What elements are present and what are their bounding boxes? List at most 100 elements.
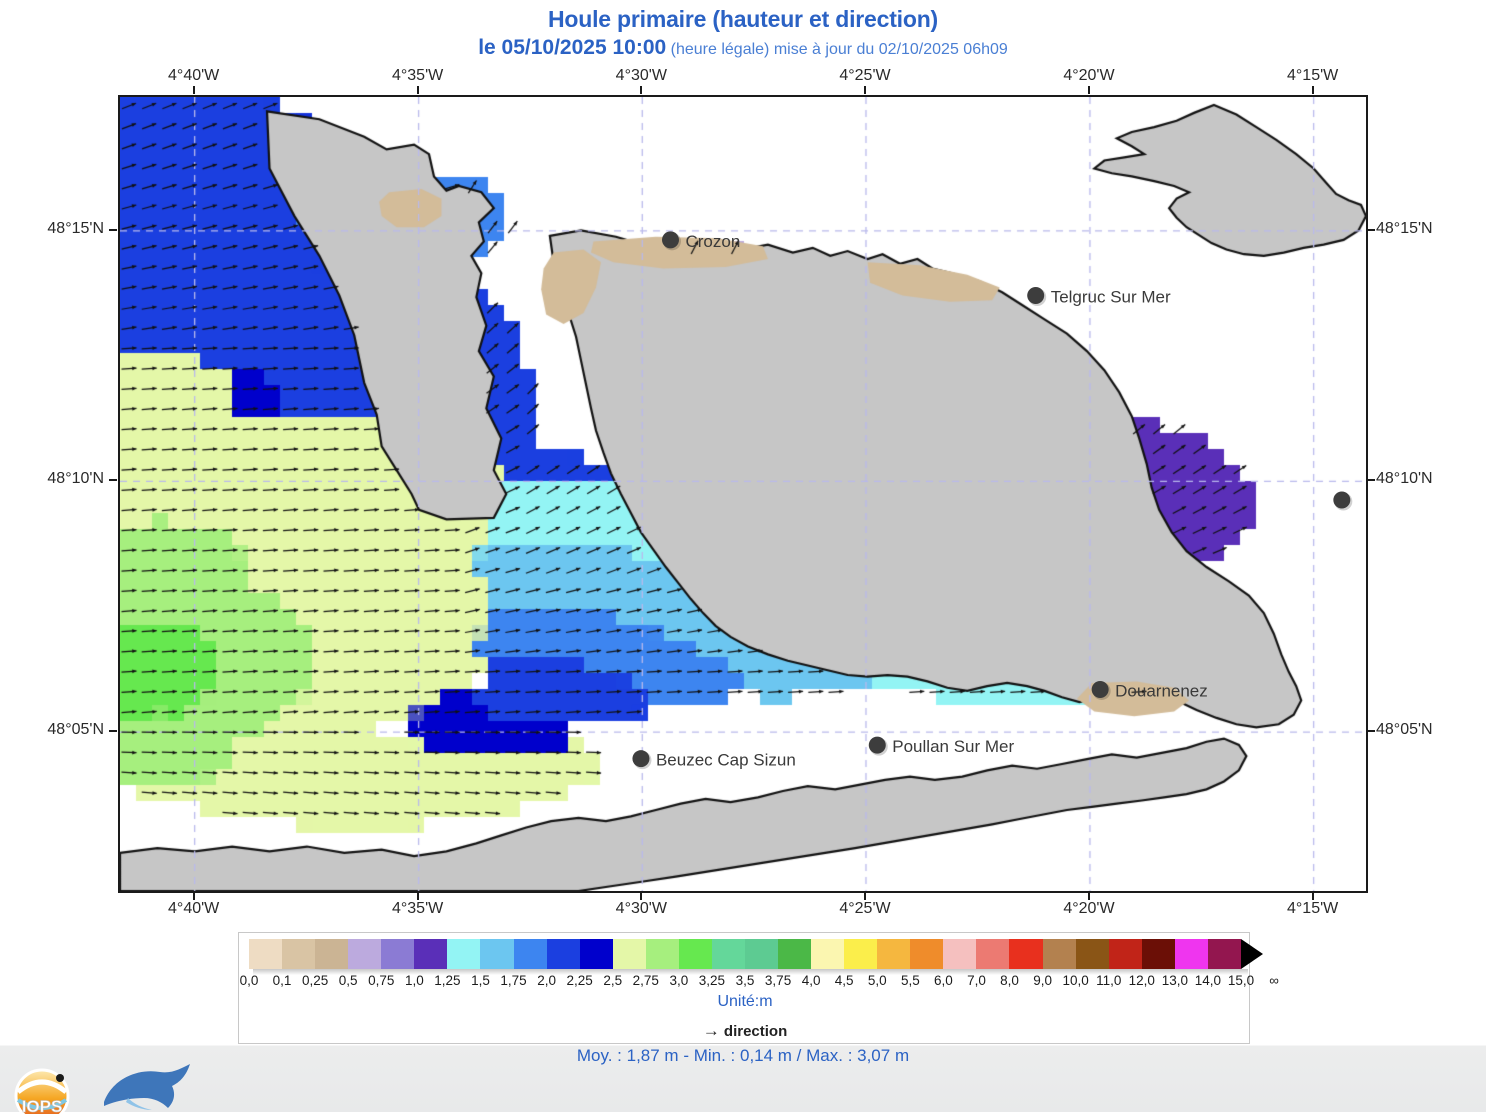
iops-logo-icon: IOPS <box>14 1068 70 1114</box>
colorbar-tick: 6,0 <box>934 973 953 988</box>
chart-subtitle: le 05/10/2025 10:00 (heure légale) mise … <box>0 36 1486 60</box>
map-place-marker[interactable]: Crozon <box>661 231 740 251</box>
colorbar-tick: 11,0 <box>1096 973 1122 988</box>
colorbar-swatch <box>1042 939 1076 969</box>
colorbar-swatch <box>811 939 845 969</box>
chart-header: Houle primaire (hauteur et direction) le… <box>0 0 1486 60</box>
x-axis-label: 4°30'W <box>615 67 667 84</box>
statistics-summary: Moy. : 1,87 m - Min. : 0,14 m / Max. : 3… <box>576 1046 910 1065</box>
colorbar-tick: 12,0 <box>1128 973 1155 988</box>
map-place-marker[interactable]: Douarnenez <box>1091 680 1208 701</box>
colorbar-tick: 2,75 <box>632 973 659 988</box>
colorbar-swatch <box>1108 939 1142 969</box>
axis-tick <box>1311 892 1314 900</box>
x-axis-label: 4°35'W <box>391 67 444 84</box>
colorbar-tick: 10,0 <box>1062 973 1089 988</box>
x-axis-label: 4°20'W <box>1063 900 1115 917</box>
map-place-marker[interactable] <box>1333 491 1353 511</box>
colorbar-tick: 0,0 <box>239 973 259 988</box>
colorbar-tick: 14,0 <box>1194 973 1222 988</box>
direction-legend: → direction <box>239 1021 1251 1041</box>
colorbar-shadow <box>253 969 1248 975</box>
colorbar-tick: 4,5 <box>834 973 854 988</box>
direction-arrow-icon: → <box>702 1021 720 1040</box>
logo-strip: IOPS <box>0 1060 1486 1114</box>
colorbar-tick: 2,25 <box>566 973 593 988</box>
colorbar-swatch <box>778 939 812 969</box>
axis-tick <box>192 892 195 900</box>
colorbar-swatch <box>976 939 1010 969</box>
x-axis-label: 4°30'W <box>615 900 667 917</box>
colorbar-tick: 0,5 <box>338 973 358 988</box>
map-plot-area[interactable]: Crozon Telgruc Sur Mer Douarnenez Poullan S… <box>118 95 1368 893</box>
colorbar-swatch <box>910 939 944 969</box>
colorbar-swatch <box>612 939 646 969</box>
colorbar-swatch <box>678 939 712 969</box>
dolphin-logo-icon <box>104 1064 190 1110</box>
axis-tick <box>1311 86 1314 94</box>
x-axis-label: 4°15'W <box>1287 67 1339 84</box>
colorbar-tick: 0,75 <box>368 973 395 988</box>
forecast-datetime: le 05/10/2025 10:00 <box>478 36 667 59</box>
map-place-marker[interactable]: Telgruc Sur Mer <box>1027 287 1171 307</box>
colorbar-tick: 5,5 <box>900 973 920 988</box>
axis-tick <box>416 86 419 94</box>
colorbar-swatch <box>480 939 514 969</box>
place-label: Poullan Sur Mer <box>892 737 1014 756</box>
axis-tick <box>863 892 866 900</box>
axis-tick <box>1367 228 1375 231</box>
x-axis-label: 4°20'W <box>1063 67 1115 84</box>
colorbar-tick: 0,25 <box>301 973 329 988</box>
place-dot-icon <box>1091 680 1109 698</box>
colorbar-tick-labels: 0,0 0,1 0,25 0,5 0,75 1,0 1,25 1,5 1,75 2,0 2,25 2,… <box>239 973 1279 993</box>
place-dot-icon <box>1027 287 1045 304</box>
map-place-marker[interactable]: Poullan Sur Mer <box>868 736 1015 757</box>
colorbar-swatch <box>1141 939 1175 969</box>
colorbar-swatch <box>1207 939 1241 969</box>
colorbar-swatch <box>513 939 547 969</box>
axis-tick <box>192 86 195 94</box>
x-axis-label: 4°15'W <box>1287 900 1339 917</box>
colorbar-swatch <box>943 939 977 969</box>
y-axis-label: 48°15'N <box>1376 219 1433 237</box>
page-title: Houle primaire (hauteur et direction) <box>547 6 939 32</box>
x-axis-label: 4°25'W <box>839 900 891 917</box>
place-label: Beuzec Cap Sizun <box>656 751 796 770</box>
x-axis-label: 4°25'W <box>839 67 891 84</box>
colorbar-swatch <box>579 939 613 969</box>
wave-height-heatmap <box>120 97 1366 891</box>
colorbar-swatch <box>348 939 382 969</box>
colorbar-overflow-arrow-icon <box>1240 939 1263 969</box>
colorbar-swatch <box>546 939 580 969</box>
axis-tick <box>863 86 866 94</box>
colorbar-swatch <box>1009 939 1043 969</box>
place-dot-icon <box>632 750 650 768</box>
place-label: Crozon <box>685 232 740 251</box>
colorbar-swatch <box>844 939 878 969</box>
colorbar-swatch <box>447 939 481 969</box>
colorbar-swatch <box>282 939 316 969</box>
axis-tick <box>109 730 117 733</box>
colorbar-legend: 0,0 0,1 0,25 0,5 0,75 1,0 1,25 1,5 1,75 2,0 2,25 2,… <box>238 932 1279 1044</box>
colorbar-tick: ∞ <box>1269 973 1279 988</box>
colorbar-tick: 3,0 <box>669 973 689 988</box>
colorbar-tick: 13,0 <box>1161 973 1188 988</box>
map-place-marker[interactable]: Beuzec Cap Sizun <box>632 750 796 770</box>
colorbar-tick: 1,75 <box>500 973 527 988</box>
axis-tick <box>1367 730 1375 733</box>
forecast-update-note: (heure légale) mise à jour du 02/10/2025… <box>670 41 1008 58</box>
y-axis-label: 48°05'N <box>47 721 104 739</box>
colorbar-swatches <box>249 939 1263 969</box>
y-axis-label: 48°05'N <box>1376 721 1433 739</box>
y-axis-label: 48°10'N <box>47 470 104 488</box>
x-axis-label: 4°40'W <box>168 67 220 84</box>
colorbar-tick: 5,0 <box>867 973 887 988</box>
axis-tick <box>640 892 643 900</box>
colorbar-tick: 2,5 <box>603 973 623 988</box>
colorbar-tick: 7,0 <box>967 973 986 988</box>
unit-label: Unité:m <box>717 993 773 1010</box>
svg-text:IOPS: IOPS <box>22 1097 63 1114</box>
axis-tick <box>416 892 419 900</box>
colorbar-tick: 1,25 <box>434 973 461 988</box>
colorbar-tick: 9,0 <box>1033 973 1052 988</box>
